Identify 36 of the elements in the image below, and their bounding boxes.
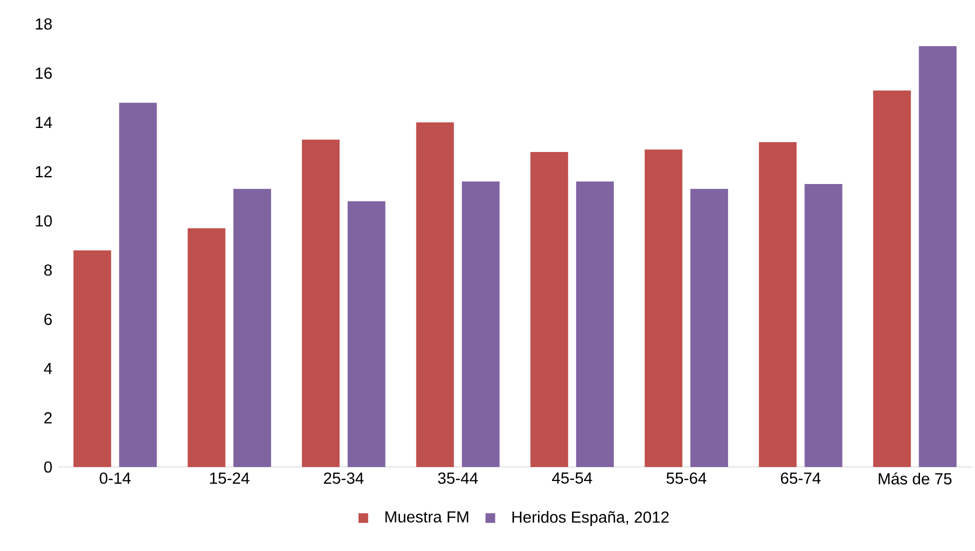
x-tick-label: 35-44 xyxy=(438,472,478,484)
bar xyxy=(416,122,454,467)
y-tick-label: 14 xyxy=(36,116,52,128)
bar xyxy=(873,90,911,467)
bar xyxy=(73,250,112,467)
y-tick-label: 10 xyxy=(36,215,52,227)
y-tick-label: 16 xyxy=(36,68,52,79)
x-tick-label: 55-64 xyxy=(666,472,706,484)
bar xyxy=(690,188,728,467)
y-tick-label: 18 xyxy=(36,18,52,30)
bar xyxy=(530,152,568,467)
bar xyxy=(348,201,386,467)
bar xyxy=(233,188,272,467)
bar xyxy=(758,142,797,467)
legend-label: Muestra FM xyxy=(385,511,468,523)
x-tick-label: 0-14 xyxy=(100,472,131,484)
x-tick-label: 45-54 xyxy=(552,472,592,484)
x-tick-label: 25-34 xyxy=(324,472,364,484)
bar xyxy=(302,140,340,467)
y-tick-label: 4 xyxy=(44,363,52,374)
y-tick-label: 12 xyxy=(36,166,52,178)
bar xyxy=(644,150,682,467)
bar xyxy=(462,182,500,467)
bar xyxy=(576,182,614,467)
y-tick-label: 2 xyxy=(44,412,52,424)
y-tick-label: 8 xyxy=(44,264,52,276)
x-tick-label: 15-24 xyxy=(210,472,250,484)
y-tick-label: 6 xyxy=(44,314,52,325)
bar xyxy=(918,46,957,467)
bar xyxy=(804,184,842,467)
bar xyxy=(119,102,157,467)
x-tick-label: Más de 75 xyxy=(878,472,952,484)
x-tick-label: 65-74 xyxy=(780,472,821,484)
bar xyxy=(188,228,226,467)
y-tick-label: 0 xyxy=(44,461,52,473)
legend-label: Heridos España, 2012 xyxy=(512,511,669,526)
